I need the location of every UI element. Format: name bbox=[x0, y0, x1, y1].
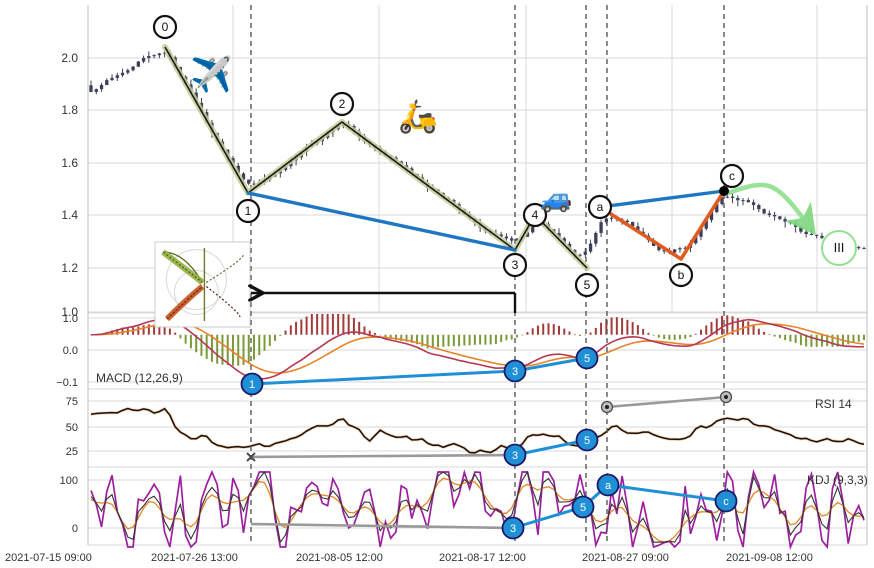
svg-text:MACD (12,26,9): MACD (12,26,9) bbox=[96, 371, 183, 385]
svg-text:75: 75 bbox=[66, 396, 78, 408]
svg-text:2021-07-15 09:00: 2021-07-15 09:00 bbox=[5, 552, 92, 564]
svg-text:5: 5 bbox=[584, 353, 590, 365]
svg-text:2: 2 bbox=[339, 97, 346, 111]
svg-text:a: a bbox=[597, 200, 604, 214]
svg-text:0: 0 bbox=[162, 20, 169, 34]
svg-text:3: 3 bbox=[512, 450, 518, 462]
svg-text:RSI 14: RSI 14 bbox=[815, 397, 852, 411]
svg-text:5: 5 bbox=[580, 502, 586, 514]
svg-text:−0.1: −0.1 bbox=[56, 377, 78, 389]
svg-text:2.0: 2.0 bbox=[61, 51, 78, 65]
svg-text:a: a bbox=[605, 480, 612, 492]
svg-text:5: 5 bbox=[584, 435, 590, 447]
svg-text:25: 25 bbox=[66, 446, 78, 458]
svg-text:KDJ (9,3,3): KDJ (9,3,3) bbox=[807, 473, 868, 487]
svg-text:100: 100 bbox=[60, 475, 78, 487]
svg-text:5: 5 bbox=[584, 278, 591, 292]
svg-text:c: c bbox=[723, 496, 729, 508]
svg-text:2021-08-17 12:00: 2021-08-17 12:00 bbox=[439, 552, 526, 564]
svg-text:2021-09-08 12:00: 2021-09-08 12:00 bbox=[726, 552, 813, 564]
svg-text:1: 1 bbox=[249, 379, 255, 391]
svg-text:2021-07-26 13:00: 2021-07-26 13:00 bbox=[151, 552, 238, 564]
svg-text:1.2: 1.2 bbox=[61, 261, 78, 275]
svg-text:3: 3 bbox=[510, 523, 516, 535]
svg-text:1.8: 1.8 bbox=[61, 103, 78, 117]
svg-text:50: 50 bbox=[66, 422, 78, 434]
svg-text:c: c bbox=[729, 169, 735, 183]
svg-text:3: 3 bbox=[512, 258, 519, 272]
svg-text:0.0: 0.0 bbox=[63, 345, 78, 357]
svg-text:1.0: 1.0 bbox=[63, 313, 78, 325]
svg-text:0: 0 bbox=[72, 523, 78, 535]
svg-text:4: 4 bbox=[532, 208, 539, 222]
svg-text:1.4: 1.4 bbox=[61, 208, 78, 222]
svg-text:2021-08-05 12:00: 2021-08-05 12:00 bbox=[296, 552, 383, 564]
svg-text:1.6: 1.6 bbox=[61, 156, 78, 170]
svg-text:b: b bbox=[678, 268, 685, 282]
svg-text:2021-08-27 09:00: 2021-08-27 09:00 bbox=[582, 552, 669, 564]
svg-text:III: III bbox=[834, 240, 845, 255]
svg-text:3: 3 bbox=[512, 366, 518, 378]
svg-text:1: 1 bbox=[245, 204, 252, 218]
